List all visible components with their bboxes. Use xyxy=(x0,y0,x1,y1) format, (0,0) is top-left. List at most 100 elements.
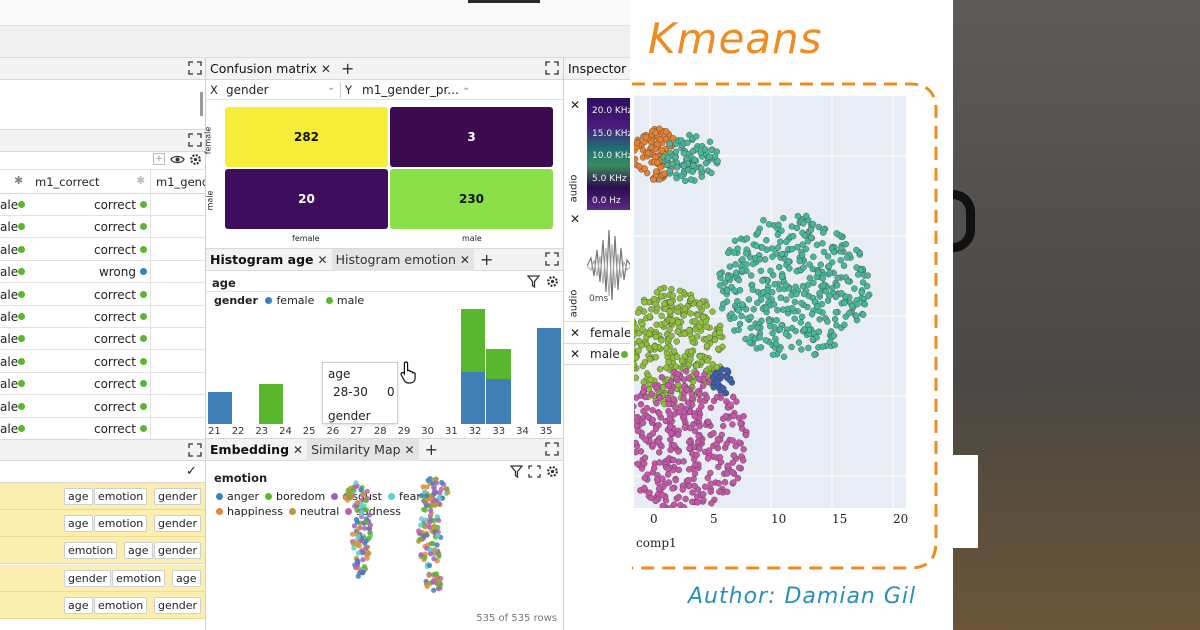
legend-item[interactable]: female xyxy=(276,294,315,307)
embedding-point[interactable] xyxy=(423,517,429,523)
table-row[interactable]: ale wrong xyxy=(0,261,205,284)
close-icon[interactable]: ✕ xyxy=(320,61,331,76)
table-row[interactable]: ale correct xyxy=(0,216,205,239)
table-row[interactable]: ale correct xyxy=(0,396,205,418)
embedding-point[interactable] xyxy=(355,558,361,564)
embedding-point[interactable] xyxy=(431,556,437,562)
embedding-point[interactable] xyxy=(349,531,356,537)
matrix-cell[interactable]: 230 xyxy=(390,169,553,229)
tag-chip[interactable]: emotion xyxy=(64,542,118,560)
table-row[interactable]: ale correct xyxy=(0,418,205,440)
embedding-point[interactable] xyxy=(353,480,359,486)
tag-chip[interactable]: gender xyxy=(154,488,201,505)
embedding-point[interactable] xyxy=(355,550,361,556)
embedding-point[interactable] xyxy=(416,528,422,534)
histogram-bar[interactable] xyxy=(536,328,562,424)
embedding-point[interactable] xyxy=(426,522,432,528)
embedding-point[interactable] xyxy=(427,562,433,569)
embedding-point[interactable] xyxy=(356,543,362,549)
tag-row[interactable]: age emotion gender xyxy=(0,591,205,619)
embedding-point[interactable] xyxy=(418,552,424,558)
embedding-point[interactable] xyxy=(431,578,437,584)
table-row[interactable]: ale correct xyxy=(0,194,205,216)
embedding-point[interactable] xyxy=(350,541,356,547)
embedding-point[interactable] xyxy=(428,503,434,509)
histogram-bar[interactable] xyxy=(486,378,511,424)
sort-icon[interactable]: ✱ xyxy=(14,174,24,187)
embedding-point[interactable] xyxy=(435,524,441,531)
embedding-point[interactable] xyxy=(351,545,357,551)
tag-chip[interactable]: gender xyxy=(64,569,111,587)
embedding-scatter[interactable] xyxy=(326,474,476,599)
embedding-point[interactable] xyxy=(420,484,426,490)
embedding-point[interactable] xyxy=(349,492,355,498)
embedding-point[interactable] xyxy=(360,570,366,576)
y-axis-select[interactable]: m1_gender_pr... xyxy=(362,83,459,97)
embedding-point[interactable] xyxy=(360,491,366,497)
histogram-bar[interactable] xyxy=(208,391,233,424)
embedding-point[interactable] xyxy=(431,485,437,491)
embedding-point[interactable] xyxy=(427,551,434,557)
tag-chip[interactable]: gender xyxy=(154,515,201,533)
embedding-point[interactable] xyxy=(359,509,365,515)
tag-chip[interactable]: age xyxy=(124,542,153,560)
embedding-point[interactable] xyxy=(352,503,358,509)
embedding-point[interactable] xyxy=(360,557,366,563)
close-icon[interactable]: ✕ xyxy=(570,212,581,226)
sort-icon[interactable]: ✱ xyxy=(136,174,146,187)
embedding-point[interactable] xyxy=(436,578,442,584)
embedding-point[interactable] xyxy=(364,555,370,561)
embedding-point[interactable] xyxy=(367,529,373,536)
close-icon[interactable]: ✕ xyxy=(570,326,581,340)
embedding-point[interactable] xyxy=(358,487,364,493)
embedding-point[interactable] xyxy=(433,480,439,486)
tab-confusion-matrix[interactable]: Confusion matrix ✕ xyxy=(206,58,335,80)
tag-chip[interactable]: emotion xyxy=(112,569,166,587)
embedding-point[interactable] xyxy=(356,525,362,532)
embedding-point[interactable] xyxy=(418,516,425,522)
tag-row[interactable]: emotion age gender xyxy=(0,537,205,565)
tag-row[interactable]: age emotion gender xyxy=(0,510,205,538)
embedding-point[interactable] xyxy=(364,488,370,494)
legend-item[interactable]: anger xyxy=(216,490,259,503)
tag-chip[interactable]: emotion xyxy=(94,515,148,533)
embedding-point[interactable] xyxy=(421,533,427,539)
tag-chip[interactable]: age xyxy=(64,596,93,614)
embedding-point[interactable] xyxy=(436,517,442,524)
embedding-point[interactable] xyxy=(431,548,437,554)
embedding-point[interactable] xyxy=(427,546,433,553)
embedding-point[interactable] xyxy=(353,516,360,523)
filter-icon[interactable] xyxy=(510,465,523,478)
embedding-point[interactable] xyxy=(422,507,428,513)
tab-similarity-map[interactable]: Similarity Map ✕ xyxy=(307,438,419,461)
add-tab-icon[interactable]: + xyxy=(479,250,494,269)
column-header-m1-gender[interactable]: m1_gende xyxy=(156,175,205,189)
embedding-point[interactable] xyxy=(366,525,373,532)
close-icon[interactable]: ✕ xyxy=(293,442,304,457)
legend-item[interactable]: neutral xyxy=(288,505,339,518)
embedding-point[interactable] xyxy=(355,534,361,540)
histogram-bar[interactable] xyxy=(486,349,511,379)
tag-chip[interactable]: age xyxy=(64,515,93,533)
histogram-bar[interactable] xyxy=(461,309,486,372)
histogram-bar[interactable] xyxy=(461,371,486,424)
embedding-point[interactable] xyxy=(430,541,436,547)
embedding-point[interactable] xyxy=(417,522,424,528)
expand-icon[interactable] xyxy=(545,61,559,75)
add-tab-icon[interactable]: + xyxy=(424,440,439,459)
expand-icon[interactable] xyxy=(188,443,202,457)
close-icon[interactable]: ✕ xyxy=(570,98,581,112)
embedding-point[interactable] xyxy=(359,538,365,544)
embedding-point[interactable] xyxy=(430,524,437,530)
waveform[interactable] xyxy=(587,210,631,322)
table-row[interactable]: ale correct xyxy=(0,373,205,396)
table-row[interactable]: ale correct xyxy=(0,351,205,373)
chevron-down-icon[interactable]: ⌄ xyxy=(327,82,336,93)
embedding-point[interactable] xyxy=(355,499,361,506)
close-icon[interactable]: ✕ xyxy=(459,252,470,267)
legend-item[interactable]: boredom xyxy=(265,490,325,503)
embedding-point[interactable] xyxy=(422,554,428,560)
close-icon[interactable]: ✕ xyxy=(317,252,328,267)
embedding-point[interactable] xyxy=(444,486,450,492)
embedding-point[interactable] xyxy=(359,502,365,508)
